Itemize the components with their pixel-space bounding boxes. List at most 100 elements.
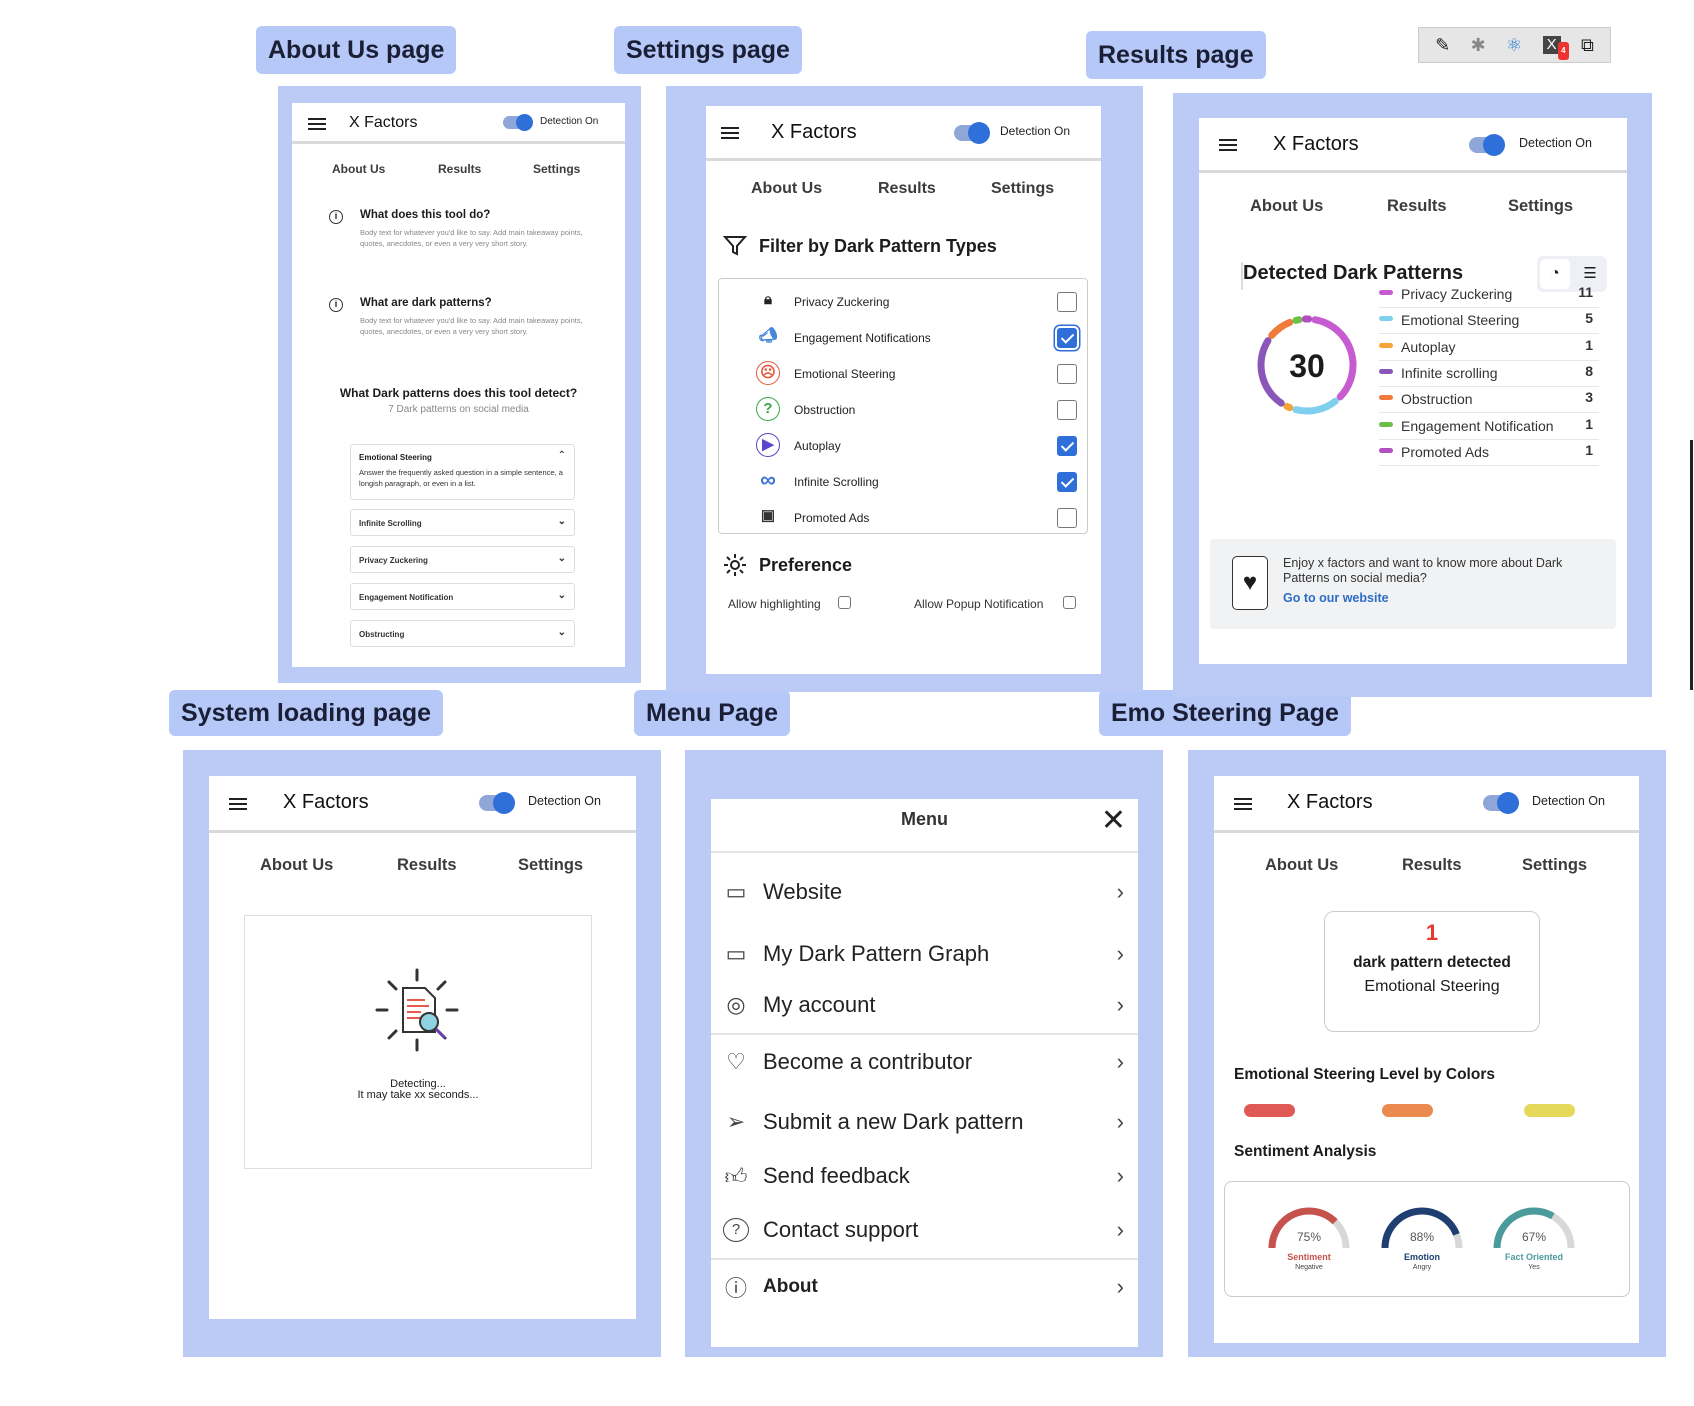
pie-chart-icon[interactable]: ◔ xyxy=(1540,259,1570,289)
menu-item-label: About xyxy=(763,1276,818,1297)
app-header: X Factors Detection On xyxy=(1214,776,1639,833)
hamburger-menu-icon[interactable] xyxy=(1234,795,1252,813)
menu-item[interactable]: ⓘ About › xyxy=(711,1265,1138,1309)
filter-checkbox[interactable] xyxy=(1057,364,1077,384)
filter-item[interactable]: ▣ Promoted Ads xyxy=(718,503,1088,535)
donut-segment xyxy=(1311,316,1357,401)
detection-text: dark pattern detected xyxy=(1353,954,1511,971)
filter-item[interactable]: ? Obstruction xyxy=(718,395,1088,427)
nav-about[interactable]: About Us xyxy=(751,180,823,197)
donut-segment xyxy=(1292,397,1339,415)
chevron-right-icon: › xyxy=(1116,1049,1124,1074)
react-icon[interactable]: ⚛ xyxy=(1506,34,1523,55)
accordion-item[interactable]: Engagement Notification ⌄ xyxy=(350,583,575,610)
menu-item[interactable]: ▭ My Dark Pattern Graph › xyxy=(711,932,1138,976)
nav-settings[interactable]: Settings xyxy=(1522,856,1588,874)
filter-checkbox[interactable] xyxy=(1057,292,1077,312)
filter-item[interactable]: ☹ Emotional Steering xyxy=(718,359,1088,391)
nav-about[interactable]: About Us xyxy=(1250,197,1324,215)
gauge-subtext: Yes xyxy=(1528,1264,1540,1271)
donut-chart xyxy=(1257,315,1357,415)
filter-checkbox[interactable] xyxy=(1057,328,1077,348)
detection-toggle[interactable] xyxy=(954,122,990,144)
legend-label: Emotional Steering xyxy=(1401,312,1520,329)
detection-card: 1 dark pattern detected Emotional Steeri… xyxy=(1324,911,1540,1032)
chevron-up-icon[interactable]: ⌃ xyxy=(557,450,566,461)
legend-value: 5 xyxy=(1585,310,1593,327)
filter-item[interactable]: ∞ Infinite Scrolling xyxy=(718,467,1088,499)
menu-item[interactable]: ? Contact support › xyxy=(711,1208,1138,1252)
menu-item[interactable]: 👍︎ Send feedback › xyxy=(711,1154,1138,1198)
list-icon[interactable]: ☰ xyxy=(1583,265,1597,282)
close-icon[interactable]: ✕ xyxy=(1100,804,1126,837)
puzzle-icon[interactable]: ⧉ xyxy=(1580,34,1594,55)
filter-checkbox[interactable] xyxy=(1057,472,1077,492)
legend-value: 1 xyxy=(1585,336,1593,353)
legend-label: Privacy Zuckering xyxy=(1401,286,1513,302)
detection-toggle[interactable] xyxy=(503,114,533,131)
accordion-item[interactable]: Obstructing ⌄ xyxy=(350,620,575,647)
bug-icon[interactable]: ✱ xyxy=(1470,34,1486,55)
hamburger-menu-icon[interactable] xyxy=(308,115,326,133)
nav-results[interactable]: Results xyxy=(438,162,482,176)
help-circle-icon: ? xyxy=(723,1218,749,1242)
hamburger-menu-icon[interactable] xyxy=(1219,136,1237,154)
accordion-item[interactable]: Privacy Zuckering ⌄ xyxy=(350,546,575,573)
nav-settings[interactable]: Settings xyxy=(518,856,584,874)
nav-about[interactable]: About Us xyxy=(332,162,386,176)
filter-checkbox[interactable] xyxy=(1057,508,1077,528)
edge-divider xyxy=(1690,440,1693,690)
filter-title: Filter by Dark Pattern Types xyxy=(759,236,997,256)
menu-item[interactable]: ➢ Submit a new Dark pattern › xyxy=(711,1100,1138,1144)
menu-item[interactable]: ◎ My account › xyxy=(711,983,1138,1027)
legend-dot xyxy=(1379,447,1393,453)
chevron-right-icon: › xyxy=(1116,992,1124,1017)
gauge-fill xyxy=(1268,1207,1338,1249)
allow-popup-checkbox[interactable] xyxy=(1063,596,1076,609)
filter-item[interactable]: ▶ Autoplay xyxy=(718,431,1088,463)
detection-label: Detection On xyxy=(540,116,599,127)
filter-item-label: Infinite Scrolling xyxy=(794,475,879,489)
chevron-right-icon: › xyxy=(1116,879,1124,904)
menu-item-label: Website xyxy=(763,879,843,904)
sentiment-title: Sentiment Analysis xyxy=(1234,1143,1377,1160)
filter-item[interactable]: 🔒︎ Privacy Zuckering xyxy=(718,287,1088,319)
nav-results[interactable]: Results xyxy=(878,180,936,197)
accordion-title: Emotional Steering xyxy=(359,453,432,462)
nav-results[interactable]: Results xyxy=(1387,197,1447,215)
nav-settings[interactable]: Settings xyxy=(991,180,1055,197)
info-icon: i xyxy=(329,298,343,312)
menu-item[interactable]: ▭ Website › xyxy=(711,870,1138,914)
nav-about[interactable]: About Us xyxy=(1265,856,1339,874)
menu-page-title: Menu Page xyxy=(634,690,790,736)
accordion-item[interactable]: Infinite Scrolling ⌄ xyxy=(350,509,575,536)
level-title: Emotional Steering Level by Colors xyxy=(1234,1066,1495,1083)
sentiment-gauge: 75% Sentiment Negative xyxy=(1264,1206,1354,1286)
detection-toggle[interactable] xyxy=(479,792,515,814)
gear-icon xyxy=(724,554,746,576)
detection-toggle[interactable] xyxy=(1469,134,1505,156)
nav-results[interactable]: Results xyxy=(1402,856,1462,874)
nav-about[interactable]: About Us xyxy=(260,856,334,874)
app-brand: X Factors xyxy=(349,114,418,131)
allow-highlight-checkbox[interactable] xyxy=(838,596,851,609)
website-link[interactable]: Go to our website xyxy=(1283,591,1389,605)
nav-settings[interactable]: Settings xyxy=(1508,197,1574,215)
menu-item[interactable]: ♡ Become a contributor › xyxy=(711,1040,1138,1084)
menu-item-label: Become a contributor xyxy=(763,1049,973,1074)
nav-settings[interactable]: Settings xyxy=(533,162,581,176)
filter-item[interactable]: 📣︎ Engagement Notifications xyxy=(718,323,1088,355)
app-brand: X Factors xyxy=(1273,133,1359,155)
sentiment-gauge: 88% Emotion Angry xyxy=(1377,1206,1467,1286)
accordion-open[interactable]: Emotional Steering ⌃ Answer the frequent… xyxy=(350,444,575,500)
detection-toggle[interactable] xyxy=(1483,792,1519,814)
hamburger-menu-icon[interactable] xyxy=(229,795,247,813)
nav-results[interactable]: Results xyxy=(397,856,457,874)
filter-item-label: Autoplay xyxy=(794,439,841,453)
filter-checkbox[interactable] xyxy=(1057,400,1077,420)
hamburger-menu-icon[interactable] xyxy=(721,124,739,142)
eyedropper-icon[interactable]: ✎ xyxy=(1435,34,1451,55)
chevron-down-icon: ⌄ xyxy=(557,516,566,527)
filter-checkbox[interactable] xyxy=(1057,436,1077,456)
